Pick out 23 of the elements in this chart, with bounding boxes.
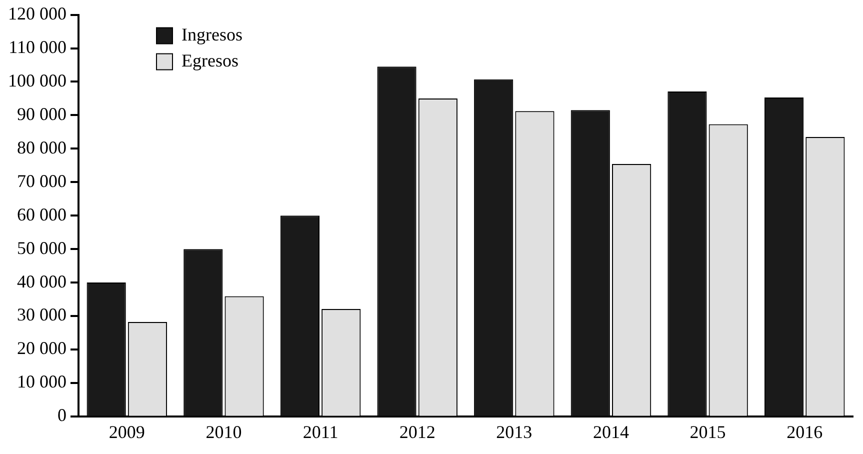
x-tick-label: 2009 [108,422,145,442]
y-tick-label: 0 [58,405,66,426]
y-tick-label: 30 000 [17,304,66,325]
x-tick-label: 2016 [786,422,823,442]
y-tick-label: 120 000 [8,4,66,24]
y-tick-label: 110 000 [8,37,66,57]
x-tick-label: 2010 [206,422,242,442]
y-tick-label: 50 000 [17,238,66,258]
x-tick-label: 2013 [496,422,532,442]
legend-label: Ingresos [182,24,242,45]
x-tick-label: 2014 [592,422,629,442]
legend-label: Egresos [182,50,238,71]
x-tick-label: 2015 [690,422,726,442]
y-tick-label: 100 000 [8,70,66,90]
y-tick-label: 60 000 [17,204,66,224]
x-tick-label: 2012 [399,422,436,442]
y-tick-label: 80 000 [17,137,66,158]
y-tick-label: 20 000 [17,338,66,358]
y-tick-label: 10 000 [17,372,66,392]
y-tick-label: 90 000 [17,104,66,124]
y-tick-label: 70 000 [17,170,66,191]
y-tick-label: 40 000 [17,271,66,292]
x-tick-label: 2011 [302,422,338,442]
